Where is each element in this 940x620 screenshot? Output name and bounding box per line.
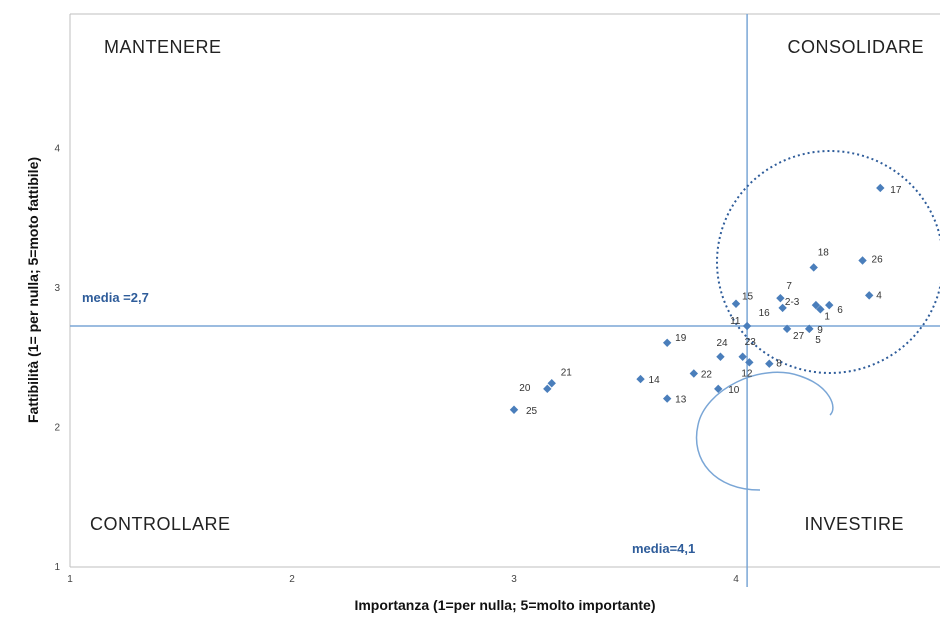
- x-tick-label: 4: [733, 574, 739, 585]
- data-point-label: 7: [786, 281, 792, 292]
- data-point-label: 8: [776, 359, 782, 370]
- data-point-marker: [509, 405, 519, 414]
- data-point-label: 26: [872, 254, 884, 265]
- data-point-marker: [825, 300, 834, 310]
- data-point-marker: [876, 183, 885, 193]
- x-tick-label: 1: [67, 574, 73, 585]
- data-point-label: 23: [745, 337, 757, 348]
- data-point-label: 27: [793, 331, 805, 342]
- data-point-label: 5: [815, 335, 821, 346]
- data-point-marker: [858, 256, 867, 265]
- data-point-label: 22: [701, 369, 713, 380]
- data-point-marker: [816, 305, 825, 314]
- data-point-marker: [543, 384, 552, 394]
- data-point-marker: [865, 291, 874, 300]
- data-point-marker: [782, 324, 792, 334]
- consolidate-cluster-circle: [716, 150, 940, 374]
- data-point-label: 11: [730, 316, 741, 327]
- data-point-label: 16: [759, 308, 771, 319]
- data-point-marker: [662, 338, 672, 347]
- data-point-label: 24: [716, 338, 728, 349]
- data-point-label: 13: [675, 395, 687, 406]
- y-tick-label: 3: [54, 283, 60, 294]
- y-tick-label: 4: [54, 144, 60, 155]
- data-point-marker: [742, 321, 752, 331]
- y-tick-label: 2: [54, 423, 60, 434]
- data-point-label: 17: [890, 185, 902, 196]
- data-point-label: 15: [742, 292, 754, 303]
- data-point-label: 21: [561, 367, 573, 378]
- data-point-marker: [716, 352, 725, 361]
- data-point-marker: [745, 358, 754, 367]
- y-tick-label: 1: [54, 562, 60, 573]
- data-point-marker: [636, 374, 645, 384]
- data-point-marker: [547, 379, 556, 388]
- data-point-label: 6: [837, 305, 843, 316]
- data-point-label: 12: [741, 368, 753, 379]
- data-point-marker: [714, 384, 723, 394]
- x-tick-labels: 1 2 3 4: [67, 574, 739, 585]
- data-point-marker: [805, 324, 814, 334]
- data-point-marker: [778, 303, 787, 313]
- y-tick-labels: 1 2 3 4: [54, 144, 60, 574]
- data-point-marker: [809, 263, 818, 272]
- mean-y-label: media =2,7: [82, 290, 149, 305]
- data-point-label: 20: [519, 383, 531, 394]
- data-point-label: 10: [728, 385, 740, 396]
- data-point-marker: [765, 359, 774, 368]
- data-point-marker: [689, 369, 699, 378]
- data-points: 1 2-3 4 5 6 7 8 9 10 11 12 13 14 15 16 17 18 19 20 21 22 23 24…: [509, 183, 902, 417]
- data-point-label: 14: [649, 375, 661, 386]
- quadrant-label-bottom-left: CONTROLLARE: [90, 514, 231, 534]
- x-axis-title: Importanza (1=per nulla; 5=molto importa…: [354, 597, 655, 613]
- data-point-marker: [731, 299, 741, 308]
- x-tick-label: 2: [289, 574, 295, 585]
- invest-cluster-arc: [695, 371, 834, 491]
- quadrant-label-top-left: MANTENERE: [104, 37, 222, 57]
- data-point-marker: [662, 394, 672, 403]
- quadrant-label-top-right: CONSOLIDARE: [787, 37, 924, 57]
- data-point-marker: [811, 300, 821, 310]
- data-point-label: 1: [824, 311, 830, 322]
- mean-x-label: media=4,1: [632, 541, 695, 556]
- data-point-label: 2-3: [785, 297, 800, 308]
- x-tick-label: 3: [511, 574, 517, 585]
- data-point-label: 18: [818, 247, 830, 258]
- data-point-label: 4: [876, 290, 882, 301]
- data-point-label: 19: [675, 333, 687, 344]
- data-point-marker: [738, 352, 747, 361]
- y-axis-title: Fattibilità (1= per nulla; 5=moto fattib…: [25, 157, 41, 423]
- quadrant-label-bottom-right: INVESTIRE: [804, 514, 904, 534]
- data-point-label: 9: [817, 325, 823, 336]
- data-point-label: 25: [526, 406, 538, 417]
- data-point-marker: [776, 293, 785, 303]
